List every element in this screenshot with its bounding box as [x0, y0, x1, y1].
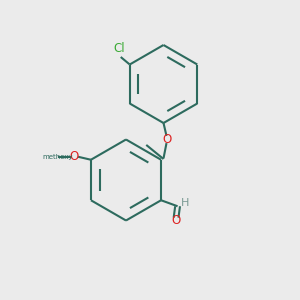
Text: O: O	[162, 133, 171, 146]
Text: O: O	[171, 214, 181, 227]
Text: Cl: Cl	[113, 42, 125, 55]
Text: methoxy: methoxy	[43, 154, 73, 160]
Text: H: H	[181, 198, 189, 208]
Text: O: O	[70, 150, 79, 163]
